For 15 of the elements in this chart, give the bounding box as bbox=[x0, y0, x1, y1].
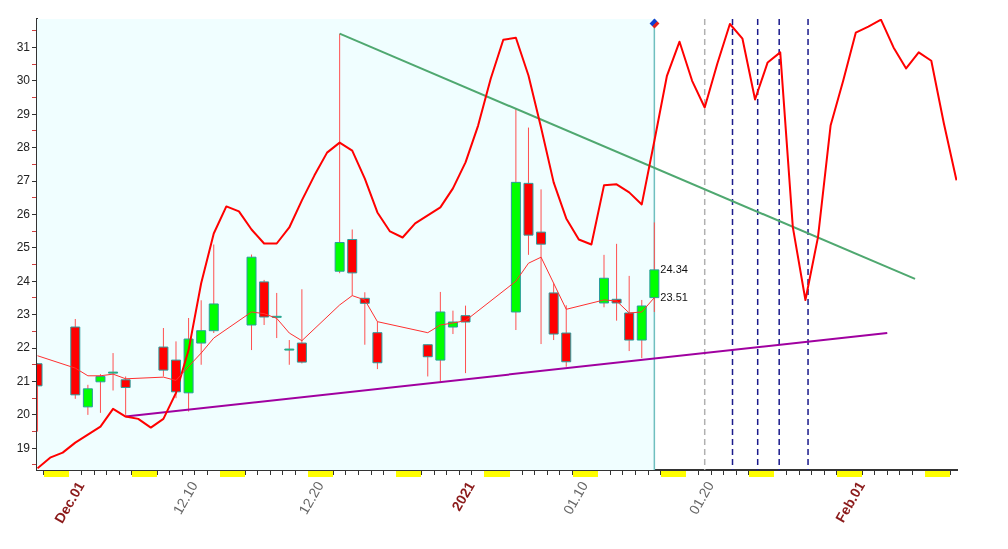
y-tick-label: 19 bbox=[16, 440, 31, 455]
y-tick-label: 30 bbox=[16, 73, 31, 88]
y-tick-label: 21 bbox=[16, 373, 31, 388]
y-tick-label: 27 bbox=[16, 173, 31, 188]
y-tick-label: 28 bbox=[16, 139, 31, 154]
y-tick-label: 29 bbox=[16, 106, 31, 121]
y-tick-label: 22 bbox=[16, 340, 31, 355]
y-tick-label: 24 bbox=[16, 273, 31, 288]
y-tick-label: 20 bbox=[16, 407, 31, 422]
y-tick-label: 31 bbox=[16, 39, 31, 54]
annotation: 23.51 bbox=[660, 290, 688, 303]
annotation: 24.34 bbox=[660, 262, 688, 275]
y-tick-label: 23 bbox=[16, 306, 31, 321]
y-tick-label: 26 bbox=[16, 206, 31, 221]
y-tick-label: 25 bbox=[16, 240, 31, 255]
